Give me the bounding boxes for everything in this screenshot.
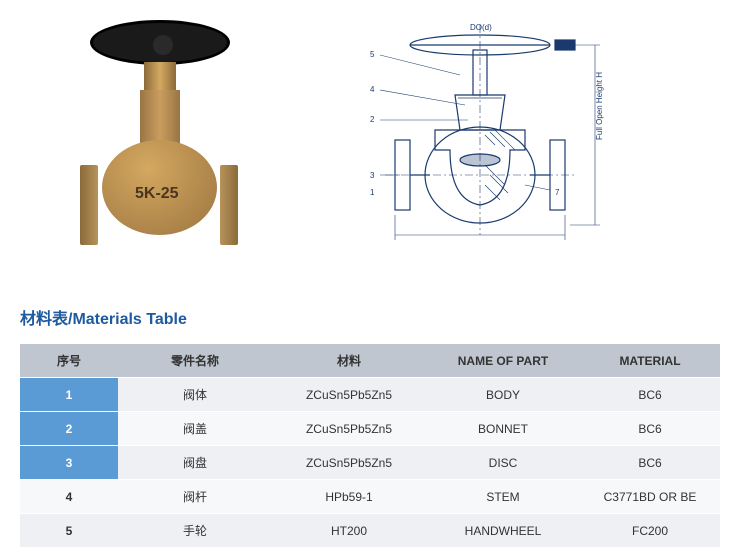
svg-text:3: 3 [370, 171, 375, 180]
header-material-cn: 材料 [272, 344, 426, 378]
flange-left-shape [80, 165, 98, 245]
cell-material-en: FC200 [580, 514, 720, 548]
cell-name-cn: 阀体 [118, 378, 272, 412]
cell-name-en: HANDWHEEL [426, 514, 580, 548]
cell-name-cn: 阀杆 [118, 480, 272, 514]
cell-name-cn: 阀盖 [118, 412, 272, 446]
cell-material-cn: ZCuSn5Pb5Zn5 [272, 446, 426, 480]
section-title: 材料表/Materials Table [20, 305, 720, 329]
svg-text:1: 1 [370, 188, 375, 197]
cell-seq: 5 [20, 514, 118, 548]
cell-seq: 4 [20, 480, 118, 514]
valve-photo: 5K-25 [60, 20, 260, 275]
image-area: 5K-25 [20, 20, 720, 275]
cell-name-en: DISC [426, 446, 580, 480]
table-row: 5手轮HT200HANDWHEELFC200 [20, 514, 720, 548]
materials-table: 序号 零件名称 材料 NAME OF PART MATERIAL 1阀体ZCuS… [20, 344, 720, 548]
header-name-cn: 零件名称 [118, 344, 272, 378]
table-row: 2阀盖ZCuSn5Pb5Zn5BONNETBC6 [20, 412, 720, 446]
technical-drawing: 5 4 2 3 1 7 DO(d) Full Open Height H [340, 20, 620, 275]
table-row: 1阀体ZCuSn5Pb5Zn5BODYBC6 [20, 378, 720, 412]
cell-material-cn: ZCuSn5Pb5Zn5 [272, 378, 426, 412]
cell-material-cn: HT200 [272, 514, 426, 548]
dim-top-label: DO(d) [470, 23, 492, 32]
cell-seq: 3 [20, 446, 118, 480]
cell-name-en: BONNET [426, 412, 580, 446]
cell-material-en: C3771BD OR BE [580, 480, 720, 514]
header-material-en: MATERIAL [580, 344, 720, 378]
cell-seq: 1 [20, 378, 118, 412]
bonnet-shape [140, 90, 180, 145]
cell-name-cn: 手轮 [118, 514, 272, 548]
cell-material-en: BC6 [580, 378, 720, 412]
cell-material-en: BC6 [580, 412, 720, 446]
svg-text:4: 4 [370, 85, 375, 94]
valve-marking-text: 5K-25 [135, 185, 179, 203]
handwheel-shape [90, 20, 230, 65]
cell-name-en: BODY [426, 378, 580, 412]
flange-right-shape [220, 165, 238, 245]
svg-text:5: 5 [370, 50, 375, 59]
table-row: 3阀盘ZCuSn5Pb5Zn5DISCBC6 [20, 446, 720, 480]
table-row: 4阀杆HPb59-1STEMC3771BD OR BE [20, 480, 720, 514]
header-seq: 序号 [20, 344, 118, 378]
cell-material-cn: HPb59-1 [272, 480, 426, 514]
cell-material-cn: ZCuSn5Pb5Zn5 [272, 412, 426, 446]
svg-text:7: 7 [555, 188, 560, 197]
cell-name-en: STEM [426, 480, 580, 514]
table-header-row: 序号 零件名称 材料 NAME OF PART MATERIAL [20, 344, 720, 378]
cell-seq: 2 [20, 412, 118, 446]
cell-material-en: BC6 [580, 446, 720, 480]
cell-name-cn: 阀盘 [118, 446, 272, 480]
header-name-en: NAME OF PART [426, 344, 580, 378]
stem-nut-shape [144, 62, 176, 92]
svg-text:2: 2 [370, 115, 375, 124]
dim-right-label: Full Open Height H [595, 72, 604, 140]
